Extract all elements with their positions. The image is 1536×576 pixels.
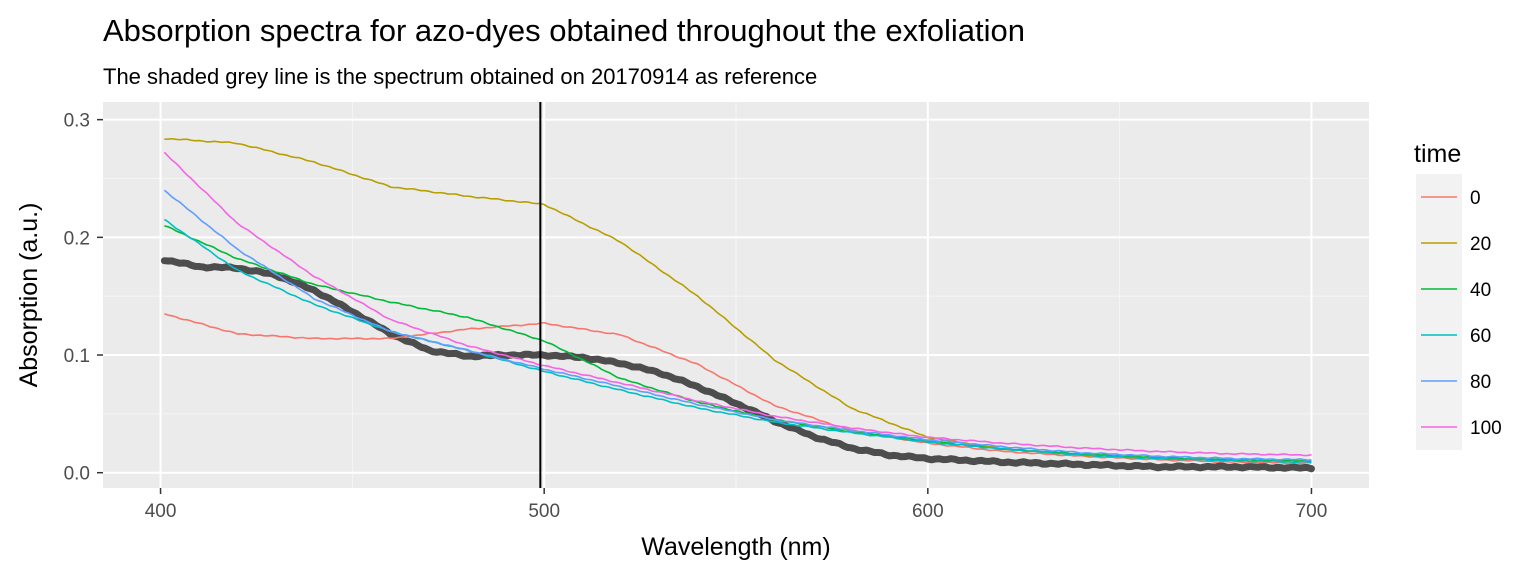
x-axis: 400 500 600 700 (145, 488, 1328, 522)
legend-label-40: 40 (1470, 280, 1491, 301)
series-line-0 (164, 313, 1312, 465)
y-tick-label: 0.2 (64, 228, 90, 249)
series-line-60 (163, 218, 1312, 464)
legend-key-background (1416, 174, 1462, 450)
chart-title: Absorption spectra for azo-dyes obtained… (103, 13, 1025, 48)
chart-subtitle: The shaded grey line is the spectrum obt… (103, 64, 817, 89)
x-tick-label: 500 (528, 501, 560, 522)
legend-label-100: 100 (1470, 418, 1502, 439)
legend-label-20: 20 (1470, 234, 1491, 255)
x-tick-label: 600 (912, 501, 944, 522)
legend-label-80: 80 (1470, 372, 1491, 393)
reference-line (160, 257, 1315, 473)
series-line-80 (163, 189, 1312, 462)
y-tick-label: 0.0 (64, 464, 90, 485)
x-axis-title: Wavelength (nm) (641, 533, 830, 561)
major-gridlines (103, 102, 1369, 488)
y-axis: 0.0 0.1 0.2 0.3 (64, 111, 103, 485)
y-tick-label: 0.1 (64, 346, 90, 367)
legend: time 0 20 40 60 80 100 (1414, 140, 1502, 450)
x-tick-label: 700 (1296, 501, 1328, 522)
x-tick-label: 400 (145, 501, 177, 522)
series-line-100 (163, 151, 1312, 457)
legend-label-0: 0 (1470, 188, 1481, 209)
legend-label-60: 60 (1470, 326, 1491, 347)
legend-title: time (1414, 140, 1461, 168)
y-axis-title: Absorption (a.u.) (15, 203, 43, 388)
series-layer (160, 102, 1315, 488)
y-tick-label: 0.3 (64, 111, 90, 132)
